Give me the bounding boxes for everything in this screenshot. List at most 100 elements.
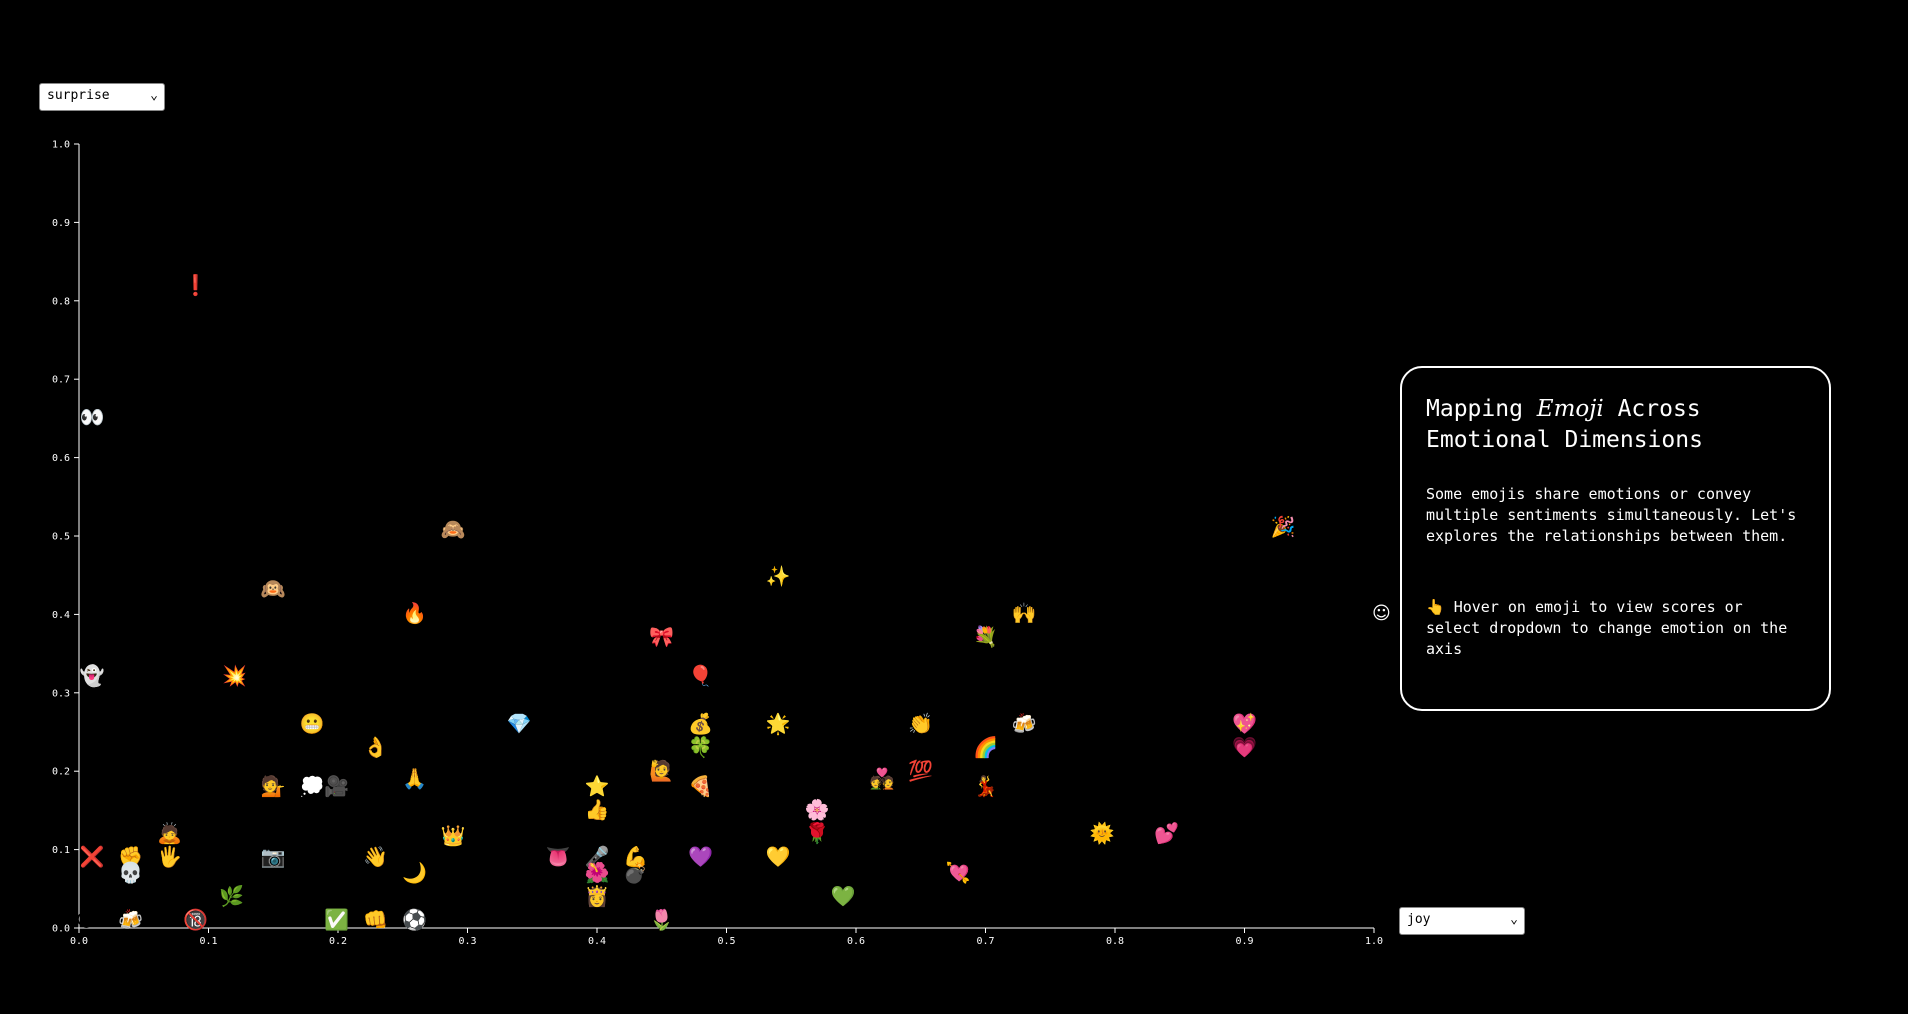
- emoji-point[interactable]: 👊: [363, 907, 388, 931]
- x-axis-emotion-select[interactable]: joy ⌄: [1399, 907, 1525, 935]
- emoji-point[interactable]: 💚: [831, 884, 856, 908]
- emoji-point[interactable]: 🌟: [766, 711, 791, 735]
- emoji-point[interactable]: 😏: [365, 821, 386, 845]
- emoji-point[interactable]: 👋: [363, 845, 388, 869]
- emoji-point[interactable]: 🙋: [649, 758, 674, 782]
- emoji-point[interactable]: ♥: [1015, 821, 1033, 845]
- emoji-point[interactable]: 👏: [908, 711, 933, 735]
- y-axis-emotion-select[interactable]: surprise ⌄: [39, 83, 165, 111]
- emoji-point[interactable]: 💃: [973, 774, 998, 798]
- emoji-point[interactable]: 😠: [82, 821, 103, 845]
- emoji-point[interactable]: 🍀: [688, 735, 713, 759]
- emoji-point[interactable]: 😱: [159, 367, 180, 391]
- emoji-point[interactable]: 💀: [118, 860, 143, 884]
- emoji-point[interactable]: 📷: [261, 845, 286, 869]
- emoji-point[interactable]: 😍: [1156, 515, 1177, 539]
- emoji-point[interactable]: 💭: [300, 774, 325, 798]
- emoji-point[interactable]: 🎥: [324, 774, 349, 798]
- emoji-point[interactable]: 🍻: [118, 907, 143, 931]
- emoji-point[interactable]: 🌺: [585, 860, 610, 884]
- emoji-point[interactable]: ✈: [433, 758, 450, 782]
- emoji-point[interactable]: 😃: [1156, 648, 1177, 672]
- emoji-point[interactable]: 🙉: [259, 577, 287, 601]
- emoji-point[interactable]: ⭐: [585, 774, 610, 798]
- emoji-point[interactable]: 😄: [1195, 696, 1216, 720]
- emoji-point[interactable]: ❗: [183, 273, 208, 297]
- emoji-point[interactable]: 😕: [82, 687, 103, 711]
- emoji-point[interactable]: 🌸: [805, 798, 830, 822]
- emoji-point[interactable]: 👑: [441, 823, 466, 847]
- emoji-point[interactable]: 👀: [79, 405, 104, 429]
- emoji-point[interactable]: ✳: [647, 860, 664, 884]
- emoji-point[interactable]: 😂: [1298, 648, 1321, 672]
- emoji-point[interactable]: 😩: [82, 794, 103, 818]
- emoji-point[interactable]: 🙈: [441, 517, 466, 541]
- emoji-point[interactable]: 😌: [1130, 735, 1151, 759]
- emoji-point[interactable]: 👌: [363, 735, 388, 759]
- emoji-point[interactable]: 🙏: [402, 766, 427, 790]
- emoji-point[interactable]: ‼: [263, 209, 273, 233]
- emoji-point[interactable]: 😐: [159, 664, 180, 688]
- emoji-point[interactable]: 💛: [766, 845, 791, 869]
- emoji-point[interactable]: 😷: [82, 860, 103, 884]
- emoji-point[interactable]: 😻: [1053, 648, 1074, 672]
- emoji-point[interactable]: 😊: [1273, 648, 1294, 672]
- emoji-point[interactable]: 💣: [623, 860, 648, 885]
- emoji-point[interactable]: 😉: [651, 687, 672, 711]
- emoji-point[interactable]: 🎤: [585, 845, 610, 869]
- emoji-point[interactable]: 🌹: [805, 821, 830, 845]
- emoji-point[interactable]: 💯: [908, 758, 933, 782]
- emoji-point[interactable]: 😘: [1014, 774, 1035, 798]
- emoji-point[interactable]: ⚡: [189, 624, 203, 648]
- emoji-point[interactable]: 💁: [261, 774, 286, 798]
- emoji-point[interactable]: 😖: [185, 821, 206, 845]
- emoji-point[interactable]: 😫: [224, 860, 245, 884]
- emoji-point[interactable]: 🌷: [649, 907, 674, 931]
- emoji-point[interactable]: 😹: [1298, 798, 1321, 822]
- emoji-point[interactable]: 🔥: [402, 601, 427, 625]
- emoji-point[interactable]: 🎉: [1271, 515, 1296, 539]
- emoji-point[interactable]: 💥: [222, 664, 247, 688]
- emoji-point[interactable]: 😎: [1053, 860, 1074, 884]
- emoji-point[interactable]: 🌿: [219, 884, 244, 908]
- emoji-point[interactable]: 😈: [508, 882, 529, 906]
- emoji-point[interactable]: 😁: [1234, 648, 1255, 672]
- emoji-point[interactable]: ☺: [1195, 735, 1216, 759]
- emoji-point[interactable]: 💘: [946, 860, 971, 884]
- emoji-point[interactable]: 😜: [910, 687, 931, 711]
- emoji-point[interactable]: 🖐: [157, 845, 182, 870]
- emoji-point[interactable]: 💑: [869, 766, 894, 790]
- emoji-point[interactable]: 😛: [975, 687, 996, 711]
- emoji-point[interactable]: 😪: [82, 884, 103, 908]
- emoji-point[interactable]: 😟: [82, 774, 103, 798]
- emoji-point[interactable]: 👍: [585, 798, 610, 822]
- emoji-point[interactable]: ✔: [260, 910, 277, 934]
- emoji-point[interactable]: 🙌: [1012, 601, 1037, 625]
- emoji-point[interactable]: ✊: [118, 845, 143, 869]
- emoji-point[interactable]: 💗: [1232, 735, 1257, 759]
- emoji-point[interactable]: 😨: [82, 601, 103, 625]
- emoji-point[interactable]: 😭: [80, 805, 103, 829]
- emoji-point[interactable]: 🌈: [973, 735, 998, 759]
- emoji-point[interactable]: ✅: [324, 907, 349, 931]
- emoji-point[interactable]: ⚽: [401, 907, 427, 931]
- emoji-point[interactable]: 💪: [623, 845, 648, 869]
- emoji-point[interactable]: 😳: [263, 561, 284, 585]
- emoji-point[interactable]: 🍕: [688, 774, 713, 798]
- emoji-point[interactable]: 🌞: [1090, 821, 1115, 845]
- emoji-point[interactable]: 😶: [82, 758, 103, 782]
- emoji-point[interactable]: 🎀: [649, 624, 674, 648]
- emoji-point[interactable]: 🔞: [183, 907, 208, 931]
- emoji-point[interactable]: ❄: [433, 735, 450, 759]
- emoji-point[interactable]: 💜: [688, 845, 713, 869]
- emoji-point[interactable]: ✨: [766, 564, 791, 588]
- emoji-point[interactable]: 😝: [1156, 735, 1177, 759]
- emoji-point[interactable]: 😅: [625, 624, 646, 648]
- emoji-point[interactable]: 💕: [1154, 821, 1179, 845]
- emoji-point[interactable]: 🌙: [402, 860, 427, 884]
- emoji-point[interactable]: 🙇: [157, 821, 182, 845]
- emoji-point[interactable]: ✌: [874, 774, 891, 798]
- emoji-point[interactable]: 👸: [585, 884, 610, 908]
- emoji-point[interactable]: ❌: [79, 845, 104, 869]
- emoji-point[interactable]: 👻: [79, 664, 104, 688]
